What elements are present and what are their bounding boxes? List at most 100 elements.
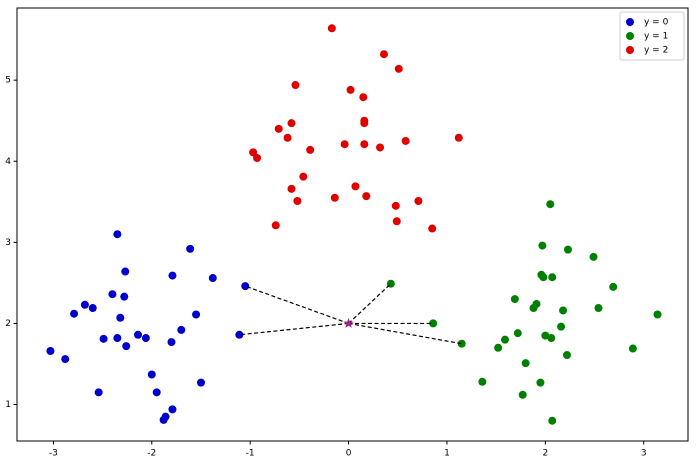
point xyxy=(192,310,201,319)
point xyxy=(241,282,250,291)
point xyxy=(70,309,79,318)
legend-label: y = 1 xyxy=(644,32,668,42)
point xyxy=(80,300,89,309)
y-tick-label: 5 xyxy=(5,76,11,86)
point xyxy=(653,310,662,319)
point xyxy=(536,378,545,387)
legend: y = 0 y = 1 y = 2 xyxy=(619,11,685,61)
point xyxy=(113,334,122,343)
point xyxy=(513,329,522,338)
point xyxy=(362,192,371,201)
y-tick-label: 2 xyxy=(5,319,11,329)
point xyxy=(235,330,244,339)
point xyxy=(147,370,156,379)
point xyxy=(141,334,150,343)
point xyxy=(291,81,300,90)
point xyxy=(271,221,280,230)
point xyxy=(589,252,598,261)
point xyxy=(557,322,566,331)
point xyxy=(394,64,403,73)
legend-marker xyxy=(626,18,634,26)
point xyxy=(327,24,336,33)
point xyxy=(532,299,541,308)
point xyxy=(167,338,176,347)
plot-frame xyxy=(16,7,689,442)
point xyxy=(88,304,97,313)
point xyxy=(594,304,603,313)
x-tick-label: -1 xyxy=(246,449,255,459)
x-tick-label: 1 xyxy=(444,449,450,459)
point xyxy=(196,378,205,387)
x-tick-label: -2 xyxy=(147,449,156,459)
point xyxy=(401,136,410,145)
point xyxy=(253,154,262,163)
point xyxy=(562,351,571,360)
point xyxy=(161,412,170,421)
point xyxy=(521,359,530,368)
point xyxy=(134,330,143,339)
legend-label: y = 2 xyxy=(644,46,668,56)
point xyxy=(538,241,547,250)
point xyxy=(628,344,637,353)
point xyxy=(428,224,437,233)
point xyxy=(274,124,283,133)
point xyxy=(120,292,129,301)
point xyxy=(454,133,463,142)
point xyxy=(299,172,308,181)
y-tick-label: 3 xyxy=(5,238,11,248)
point xyxy=(46,346,55,355)
neighbor-line xyxy=(239,322,349,336)
legend-marker xyxy=(626,46,634,54)
point xyxy=(293,196,302,205)
point xyxy=(346,85,355,94)
neighbor-line xyxy=(348,283,392,324)
point xyxy=(168,271,177,280)
point xyxy=(548,416,557,425)
x-tick-label: 3 xyxy=(641,449,647,459)
neighbor-line xyxy=(348,322,462,345)
neighbor-line xyxy=(245,285,349,324)
point xyxy=(177,325,186,334)
legend-box xyxy=(619,11,685,61)
point xyxy=(392,217,401,226)
point xyxy=(391,201,400,210)
point xyxy=(351,182,360,191)
point xyxy=(548,273,557,282)
point xyxy=(478,377,487,386)
point xyxy=(518,390,527,399)
point xyxy=(360,140,369,149)
point xyxy=(360,116,369,125)
point xyxy=(287,184,296,193)
point xyxy=(376,143,385,152)
point xyxy=(99,334,108,343)
point xyxy=(61,355,70,364)
legend-marker xyxy=(626,32,634,40)
point xyxy=(547,334,556,343)
point xyxy=(283,133,292,142)
point xyxy=(609,282,618,291)
point xyxy=(249,148,258,157)
point xyxy=(563,245,572,254)
point xyxy=(457,339,466,348)
point xyxy=(152,388,161,397)
x-tick-label: 0 xyxy=(346,449,352,459)
point xyxy=(306,145,315,154)
point xyxy=(359,93,368,102)
point xyxy=(546,200,555,209)
point xyxy=(414,196,423,205)
point xyxy=(94,388,103,397)
y-tick-label: 1 xyxy=(5,400,11,410)
x-tick-label: -3 xyxy=(49,449,58,459)
legend-label: y = 0 xyxy=(644,18,669,28)
point xyxy=(208,274,217,283)
point xyxy=(108,290,117,299)
point xyxy=(121,267,130,276)
point xyxy=(510,295,519,304)
point xyxy=(168,405,177,414)
query-point xyxy=(343,317,354,328)
point xyxy=(501,335,509,344)
point xyxy=(379,50,388,59)
point xyxy=(539,273,548,282)
point xyxy=(330,193,339,202)
